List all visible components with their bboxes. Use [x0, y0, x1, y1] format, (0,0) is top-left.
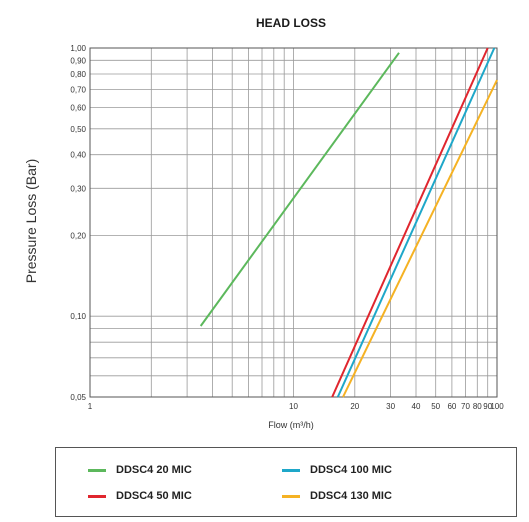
y-axis-label: Pressure Loss (Bar): [23, 159, 39, 283]
y-tick-label: 0,50: [70, 125, 86, 134]
plot-frame: [89, 47, 498, 398]
legend-swatch-100-mic: [282, 468, 300, 472]
legend-item-50-mic: DDSC4 50 MIC: [88, 488, 192, 504]
x-tick-label: 40: [412, 402, 421, 411]
series-line-0: [199, 52, 400, 327]
y-tick-label: 0,30: [70, 184, 86, 193]
legend-item-20-mic: DDSC4 20 MIC: [88, 462, 192, 478]
x-tick-label: 1: [88, 402, 93, 411]
legend: DDSC4 20 MIC DDSC4 50 MIC DDSC4 100 MIC …: [55, 447, 517, 517]
y-tick-label: 0,10: [70, 312, 86, 321]
x-tick-label: 90: [483, 402, 492, 411]
legend-swatch-50-mic: [88, 494, 106, 498]
legend-item-130-mic: DDSC4 130 MIC: [282, 488, 392, 504]
y-tick-label: 1,00: [70, 44, 86, 53]
x-tick-label: 10: [289, 402, 298, 411]
x-axis-label: Flow (m³/h): [268, 420, 314, 430]
x-tick-label: 20: [350, 402, 359, 411]
y-tick-label: 0,90: [70, 56, 86, 65]
series-line-1: [331, 47, 489, 398]
x-tick-label: 60: [447, 402, 456, 411]
legend-swatch-130-mic: [282, 494, 300, 498]
x-tick-label: 70: [461, 402, 470, 411]
x-tick-label: 50: [431, 402, 440, 411]
y-tick-label: 0,80: [70, 70, 86, 79]
x-tick-label: 30: [386, 402, 395, 411]
y-tick-label: 0,60: [70, 104, 86, 113]
x-tick-label: 100: [490, 402, 504, 411]
x-tick-label: 80: [473, 402, 482, 411]
grid: [89, 47, 498, 398]
y-tick-label: 0,20: [70, 232, 86, 241]
series-line-2: [336, 47, 496, 398]
y-tick-label: 0,70: [70, 86, 86, 95]
legend-label-50-mic: DDSC4 50 MIC: [116, 490, 192, 502]
chart-title: HEAD LOSS: [256, 16, 326, 30]
legend-label-20-mic: DDSC4 20 MIC: [116, 464, 192, 476]
y-axis-ticks: 0,05 0,10 0,20 0,30 0,40 0,50 0,60 0,70 0,80 0,90…: [70, 44, 86, 402]
legend-swatch-20-mic: [88, 468, 106, 472]
series-lines: [199, 47, 498, 398]
series-line-3: [342, 79, 498, 398]
legend-label-130-mic: DDSC4 130 MIC: [310, 490, 392, 502]
legend-item-100-mic: DDSC4 100 MIC: [282, 462, 392, 478]
legend-label-100-mic: DDSC4 100 MIC: [310, 464, 392, 476]
y-tick-label: 0,05: [70, 393, 86, 402]
y-tick-label: 0,40: [70, 151, 86, 160]
